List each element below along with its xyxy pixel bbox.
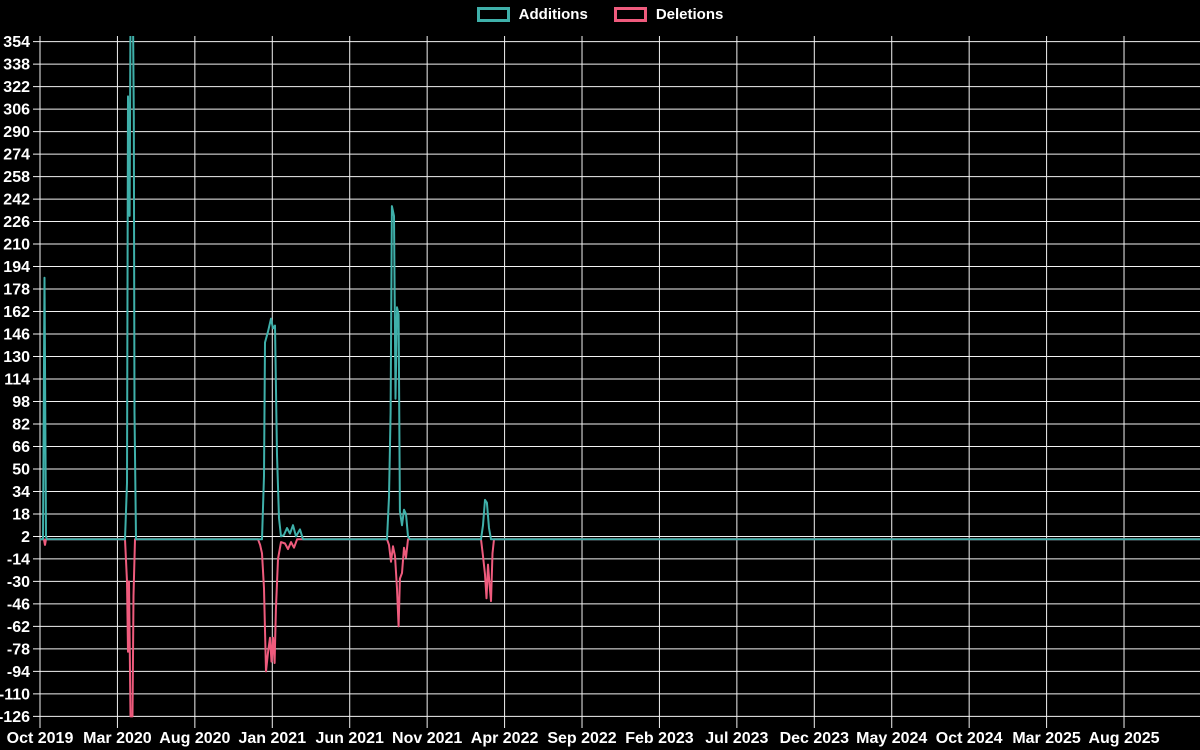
y-tick-label: 82: [12, 416, 30, 433]
x-tick-label: Apr 2022: [471, 730, 539, 747]
x-tick-label: Jan 2021: [238, 730, 306, 747]
x-tick-label: Oct 2024: [936, 730, 1003, 747]
deletions-swatch-icon: [613, 7, 647, 22]
x-tick-label: Aug 2025: [1088, 730, 1159, 747]
chart-legend: Additions Deletions: [0, 6, 1200, 23]
y-tick-label: -14: [7, 551, 30, 568]
y-tick-label: 130: [3, 349, 30, 366]
y-tick-label: 226: [3, 214, 30, 231]
y-tick-label: 162: [3, 304, 30, 321]
y-tick-label: 354: [3, 34, 30, 51]
additions-swatch-icon: [476, 7, 510, 22]
y-tick-label: 146: [3, 327, 30, 344]
y-tick-label: 2: [21, 529, 30, 546]
y-tick-label: 66: [12, 439, 30, 456]
x-tick-label: Aug 2020: [159, 730, 230, 747]
y-tick-label: 258: [3, 169, 30, 186]
y-tick-label: 210: [3, 237, 30, 254]
y-tick-label: -46: [7, 596, 30, 613]
x-tick-label: Jun 2021: [315, 730, 384, 747]
y-tick-label: -110: [0, 686, 30, 703]
legend-label-additions: Additions: [518, 6, 588, 23]
y-tick-label: -30: [7, 574, 30, 591]
y-tick-label: 338: [3, 57, 30, 74]
y-tick-label: 306: [3, 102, 30, 119]
x-tick-label: Nov 2021: [392, 730, 462, 747]
y-tick-label: 114: [4, 372, 30, 389]
y-tick-label: 18: [12, 506, 30, 523]
x-tick-label: Mar 2020: [83, 730, 152, 747]
y-tick-label: 50: [12, 461, 30, 478]
y-tick-label: 34: [12, 484, 30, 501]
y-tick-label: -78: [7, 641, 30, 658]
x-tick-label: Dec 2023: [780, 730, 849, 747]
x-tick-label: May 2024: [856, 730, 927, 747]
y-tick-label: 290: [3, 124, 30, 141]
x-tick-label: Jul 2023: [705, 730, 768, 747]
legend-label-deletions: Deletions: [655, 6, 724, 23]
y-tick-label: 322: [3, 79, 30, 96]
y-tick-label: 178: [3, 282, 30, 299]
x-tick-label: Feb 2023: [625, 730, 694, 747]
y-tick-label: -126: [0, 709, 30, 726]
y-tick-label: 98: [12, 394, 30, 411]
legend-item-additions[interactable]: Additions: [476, 6, 588, 23]
additions-line: [40, 36, 1200, 541]
y-tick-label: -62: [7, 619, 30, 636]
legend-item-deletions[interactable]: Deletions: [613, 6, 724, 23]
y-tick-label: -94: [7, 664, 30, 681]
x-tick-label: Sep 2022: [547, 730, 616, 747]
y-tick-label: 194: [3, 259, 30, 276]
x-tick-label: Mar 2025: [1012, 730, 1081, 747]
y-tick-label: 242: [3, 192, 30, 209]
deletions-line: [40, 538, 1200, 718]
y-tick-label: 274: [3, 147, 30, 164]
x-tick-label: Oct 2019: [7, 730, 74, 747]
